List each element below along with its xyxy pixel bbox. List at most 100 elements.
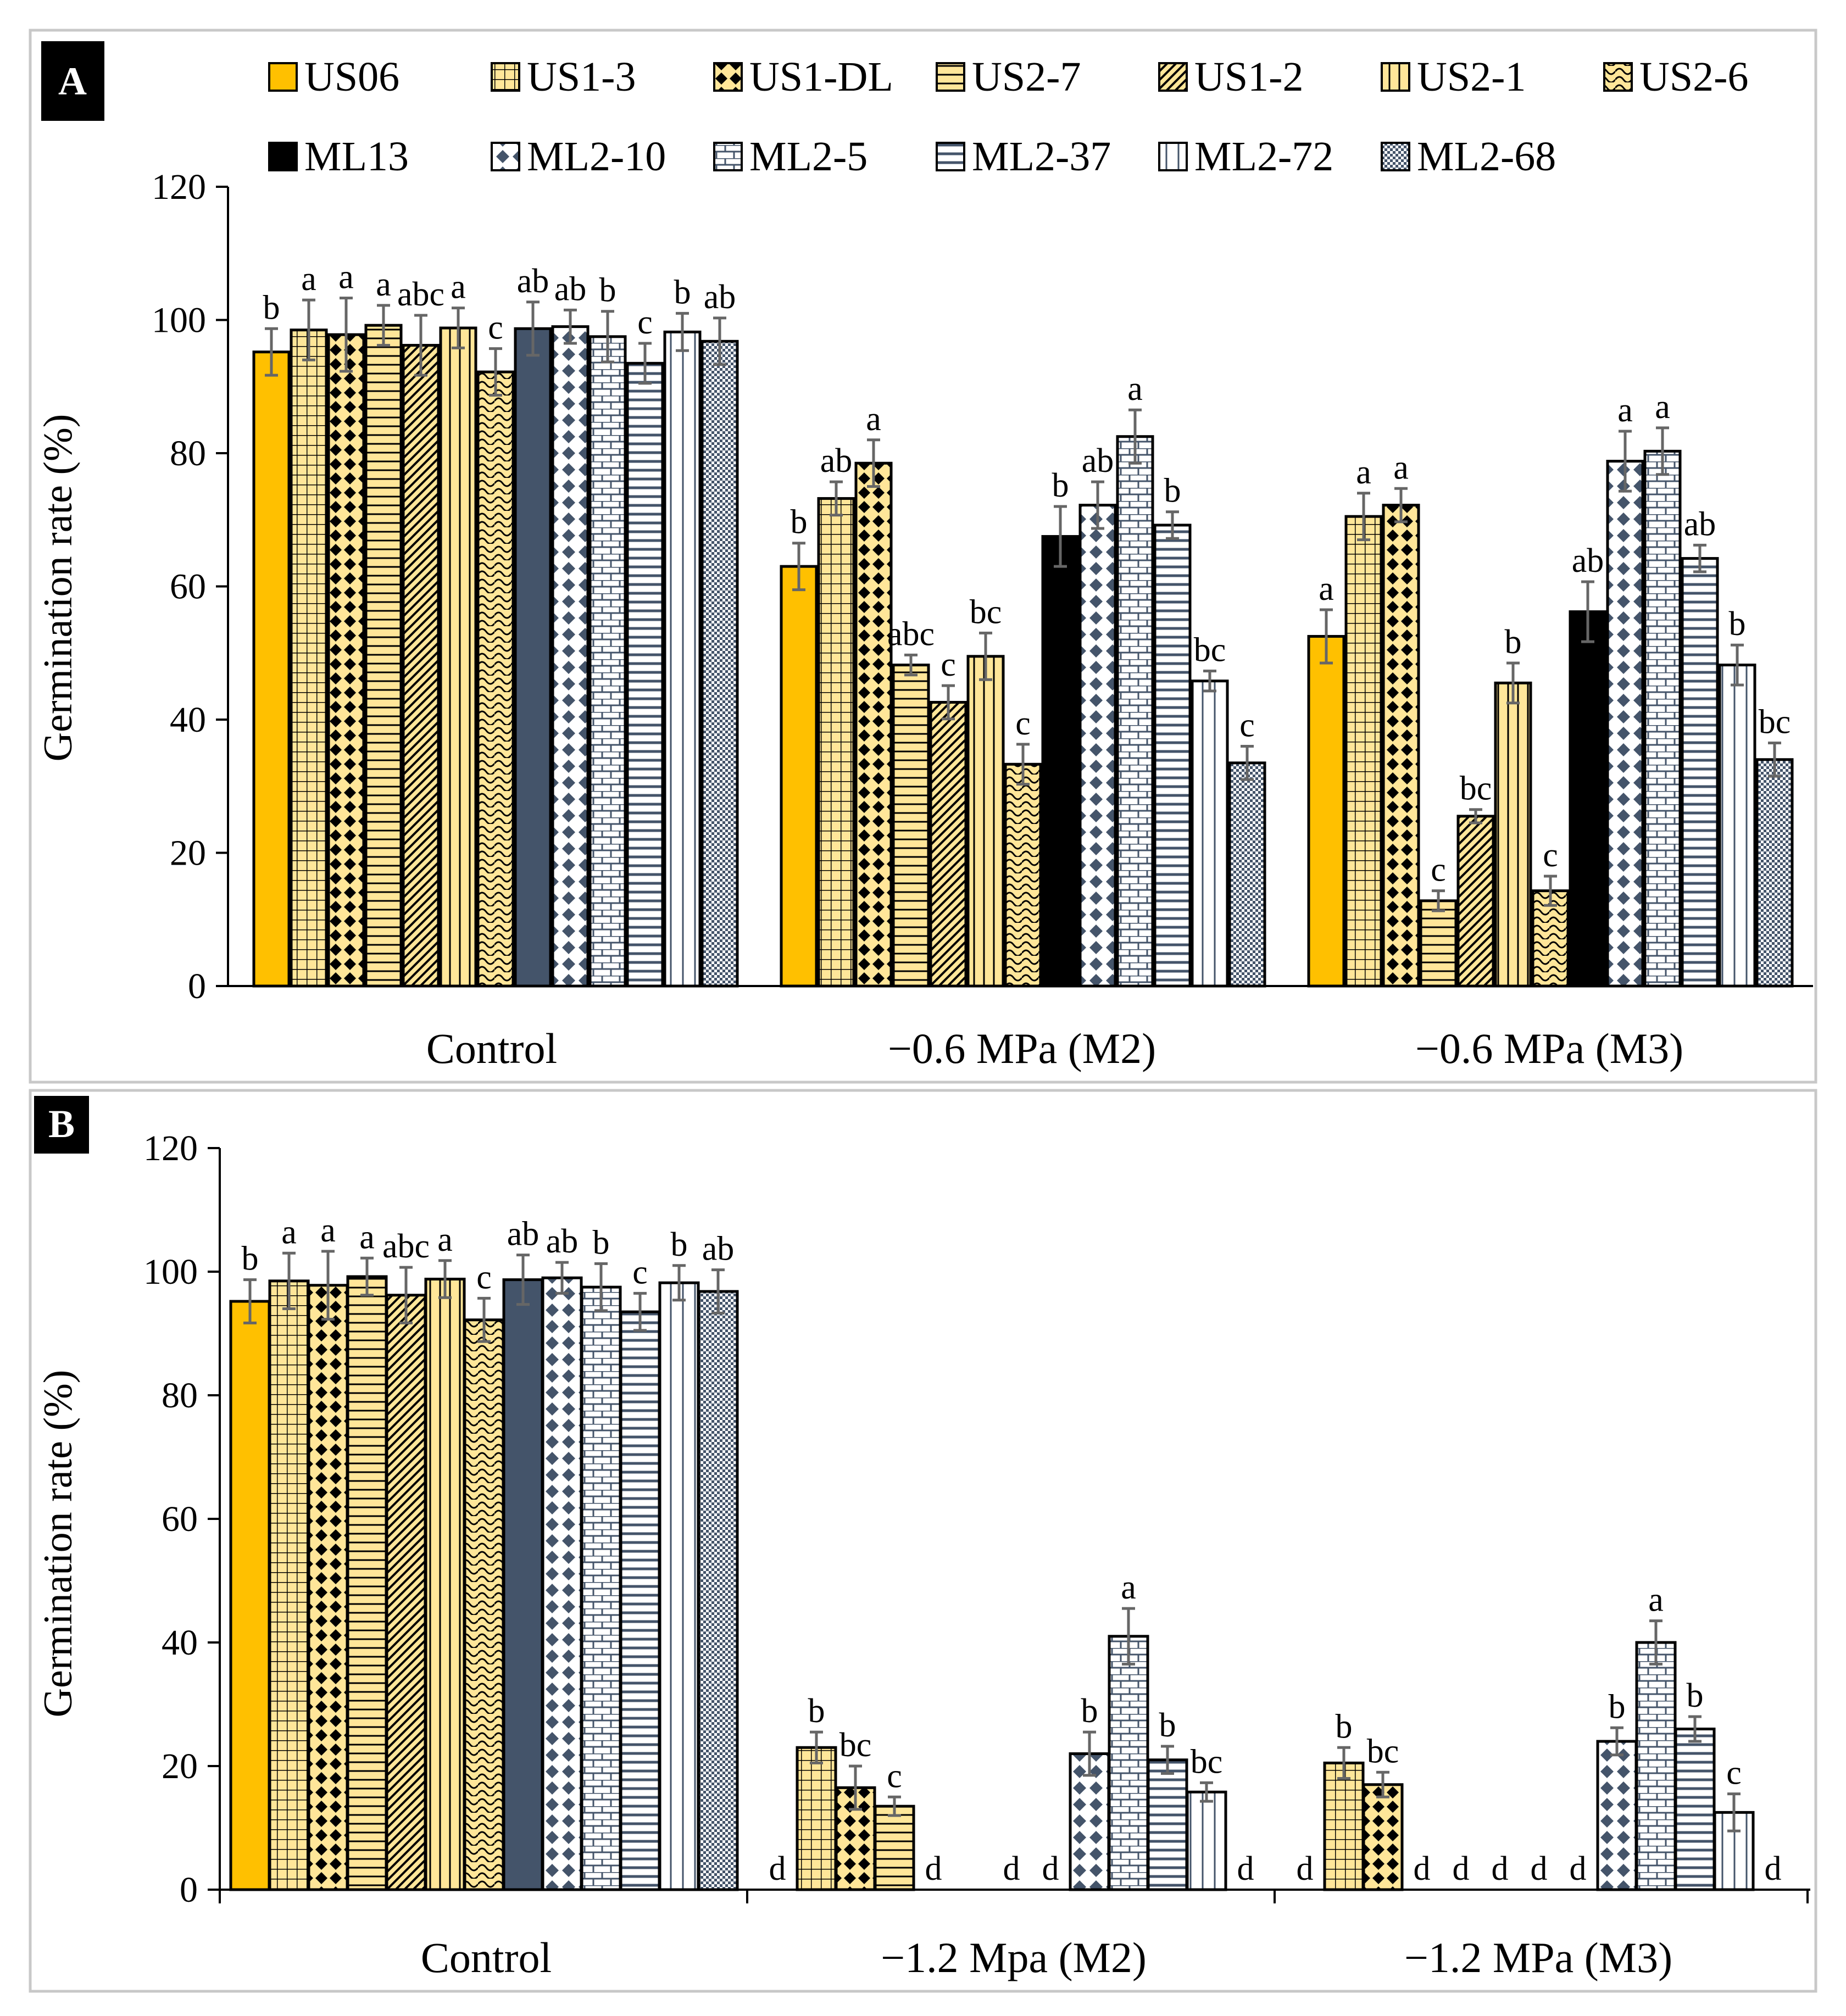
panel-a-bar-us1-2-1-letter: c — [941, 646, 956, 683]
panel-b-bar-ml2-10-0-letter: ab — [546, 1223, 579, 1260]
panel-b-bar-ml2-72-1-letter: bc — [1191, 1743, 1223, 1780]
panel-a-bar-us2-6-2-error-bar — [1544, 875, 1557, 907]
panel-b-bar-ml2-37-1-letter: b — [1159, 1707, 1176, 1744]
panel-b-bar-us1-3-0-error-bar — [282, 1251, 296, 1310]
panel-a-y-tick-label: 80 — [170, 433, 206, 474]
panel-a-bar-us2-1-1-letter: bc — [970, 593, 1002, 631]
panel-b-y-tick-label: 100 — [143, 1252, 198, 1292]
panel-a-bar-us2-6-0-error-bar — [489, 347, 502, 397]
panel-b-bar-us06-1-letter: d — [769, 1850, 786, 1887]
panel-a-bar-ml2-5-2 — [1643, 449, 1682, 988]
panel-b-bar-ml2-5-1 — [1108, 1635, 1149, 1891]
panel-b-bar-ml13-1-letter: d — [1042, 1850, 1059, 1887]
panel-b-bar-ml2-37-0 — [619, 1310, 661, 1891]
panel-a-bar-ml2-72-1 — [1191, 680, 1229, 988]
panel-b-bar-ml2-5-0 — [580, 1285, 622, 1891]
panel-a-y-tick-label: 60 — [170, 567, 206, 607]
panel-a-bar-us2-6-1-letter: c — [1015, 705, 1031, 742]
panel-b-bar-us06-2-letter: d — [1297, 1850, 1314, 1887]
panel-a-bar-ml2-72-1-letter: bc — [1194, 631, 1226, 669]
panel-a-bar-ml2-10-1 — [1078, 504, 1117, 988]
panel-b-bar-ml2-5-2 — [1635, 1641, 1677, 1891]
panel-a-bar-us1-3-0-error-bar — [302, 298, 315, 361]
panel-b-bar-ml2-5-1-letter: a — [1121, 1569, 1136, 1606]
panel-b-bar-ml2-68-2-letter: d — [1765, 1850, 1782, 1887]
panel-a-bar-us2-1-2-letter: b — [1505, 623, 1522, 661]
panel-a-bar-ml2-68-2 — [1755, 758, 1794, 988]
panel-b-bar-ml2-37-1-error-bar — [1161, 1745, 1174, 1775]
panel-a-bar-ml2-68-1-error-bar — [1241, 745, 1254, 781]
panel-a-bar-ml2-72-0-letter: b — [674, 274, 691, 311]
panel-a-bar-us2-7-1-letter: abc — [887, 615, 935, 653]
panel-b-bar-us2-1-0 — [424, 1278, 466, 1891]
panel-a-bar-ml2-37-0-letter: c — [637, 304, 653, 341]
panel-a-bar-us1-dl-2-error-bar — [1394, 487, 1408, 524]
panel-b-bar-ml13-0-letter: ab — [507, 1216, 540, 1253]
panel-a-bar-us06-0-letter: b — [263, 289, 280, 326]
panel-a-y-tick-label: 20 — [170, 833, 206, 873]
panel-b-bar-us2-6-0 — [463, 1318, 505, 1891]
panel-a-category-control: Control — [426, 1024, 557, 1072]
panel-a-bar-ml13-1-error-bar — [1054, 505, 1067, 568]
panel-a-bar-ml2-72-0 — [663, 330, 702, 988]
panel-b-bar-ml2-72-0 — [658, 1281, 700, 1891]
panel-a-bar-us2-7-2 — [1419, 899, 1458, 988]
panel-b-bar-us1-3-0 — [268, 1279, 310, 1891]
panel-a-bar-ml2-10-2 — [1606, 460, 1644, 988]
panel-a-bar-us2-7-0-error-bar — [377, 304, 390, 347]
panel-a-bar-us1-2-0-letter: abc — [397, 276, 444, 313]
panel-b-bar-us2-1-2-letter: d — [1492, 1850, 1509, 1887]
panel-a-bar-us1-dl-1-error-bar — [867, 438, 880, 488]
panel-a-bar-ml2-72-2-error-bar — [1731, 643, 1744, 687]
panel-b-bar-us1-3-2-letter: b — [1336, 1708, 1353, 1745]
panel-b-bar-ml2-72-1-error-bar — [1200, 1781, 1213, 1803]
panel-a-bar-ml2-10-0-error-bar — [564, 308, 577, 345]
panel-b-bar-us1-dl-1-error-bar — [849, 1764, 862, 1811]
legend: US06 US1-3 US1-DL US2-7 US1-2 US2-1 US2-6 ML13 M… — [268, 54, 1748, 180]
legend-label-ml13: ML13 — [304, 133, 409, 180]
panel-b-bar-us1-2-0 — [385, 1294, 427, 1891]
legend-label-ml2-37: ML2-37 — [972, 133, 1111, 180]
panel-a-bar-ml2-68-2-error-bar — [1768, 741, 1781, 778]
panel-b-bar-ml2-5-1-error-bar — [1122, 1607, 1135, 1666]
panel-a-bar-us06-2 — [1307, 634, 1345, 988]
panel-a-bar-ml2-68-1 — [1228, 761, 1266, 988]
panel-a-bar-us2-1-2-error-bar — [1506, 661, 1520, 705]
panel-b-bar-us2-7-0-letter: a — [359, 1218, 375, 1256]
legend-swatch-us1-3 — [491, 62, 520, 92]
panel-a-bar-ml13-0-letter: ab — [517, 263, 549, 300]
legend-swatch-ml2-72 — [1158, 142, 1188, 171]
panel-a-badge-label: A — [58, 59, 87, 103]
panel-a-bar-ml2-37-0 — [626, 361, 664, 988]
panel-a-bar-us2-6-0 — [476, 370, 515, 988]
panel-b-bar-us2-7-1-error-bar — [888, 1795, 901, 1817]
panel-b-bar-us1-3-1-error-bar — [810, 1730, 823, 1764]
panel-b-bar-us2-1-0-error-bar — [438, 1259, 452, 1299]
panel-a-bar-us1-3-2 — [1344, 515, 1383, 988]
panel-a-bar-us06-0-error-bar — [265, 327, 278, 377]
panel-a-bar-ml2-68-0 — [700, 339, 739, 988]
legend-label-ml2-68: ML2-68 — [1417, 133, 1556, 180]
panel-b-bar-ml2-10-2-error-bar — [1610, 1726, 1623, 1757]
panel-b-bar-ml2-10-0-error-bar — [555, 1261, 569, 1295]
panel-a-bar-us2-7-2-letter: c — [1431, 851, 1446, 889]
legend-swatch-ml2-5 — [713, 142, 743, 171]
panel-b-bar-ml13-0-error-bar — [516, 1254, 530, 1306]
panel-a-bar-ml2-5-1-error-bar — [1128, 408, 1142, 465]
panel-b-bar-us1-2-2-letter: d — [1453, 1850, 1470, 1887]
panel-a-bar-ml13-0 — [514, 327, 552, 988]
panel-b-bar-ml2-72-1 — [1186, 1790, 1227, 1891]
panel-a-bar-ml2-10-0-letter: ab — [554, 270, 587, 308]
panel-b-bar-us1-3-0-letter: a — [281, 1213, 297, 1251]
panel-b-bar-ml2-68-0-error-bar — [711, 1268, 725, 1315]
panel-a-bar-us06-0 — [252, 350, 291, 988]
panel-a-bar-us1-dl-2 — [1382, 504, 1420, 988]
panel-a-y-tick-label: 100 — [152, 300, 206, 341]
legend-label-us2-1: US2-1 — [1417, 54, 1526, 100]
legend-label-us06: US06 — [304, 54, 399, 100]
panel-a-bar-ml2-5-0-letter: b — [599, 272, 616, 309]
panel-b-bar-us06-0-letter: b — [242, 1240, 259, 1278]
panel-a-bar-ml2-68-1-letter: c — [1239, 707, 1255, 744]
panel-b-bar-ml2-68-0 — [697, 1290, 739, 1891]
panel-a-bar-us2-7-0 — [364, 324, 403, 988]
